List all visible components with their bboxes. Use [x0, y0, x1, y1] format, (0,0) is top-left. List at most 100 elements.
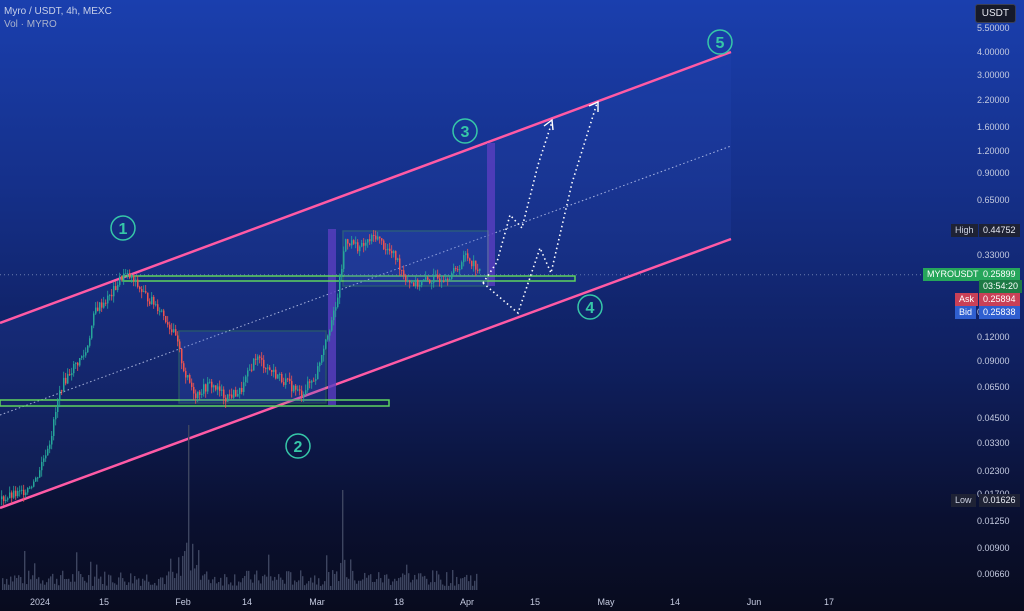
candle-body: [37, 477, 39, 479]
volume-bar: [360, 580, 362, 590]
volume-bar: [118, 577, 120, 590]
candle-body: [425, 277, 427, 280]
candle-body: [433, 274, 435, 283]
x-tick-label: Apr: [460, 597, 474, 607]
wave-label-circle: [707, 29, 733, 55]
volume-bar: [280, 577, 282, 590]
candle-body: [455, 268, 457, 270]
candle-body: [77, 362, 79, 366]
volume-bar: [322, 584, 324, 590]
candle-body: [73, 364, 75, 374]
volume-bar: [162, 577, 164, 590]
candle-body: [469, 258, 471, 261]
volume-bar: [92, 585, 94, 590]
bid-value: 0.25838: [979, 306, 1020, 319]
candle-body: [93, 313, 95, 326]
volume-bar: [218, 581, 220, 590]
ask-label: Ask: [955, 293, 979, 306]
candle-body: [453, 268, 455, 274]
volume-bar: [64, 578, 66, 590]
volume-bar: [248, 570, 250, 590]
candle-body: [177, 335, 179, 342]
candle-body: [167, 322, 169, 325]
volume-bar: [188, 425, 190, 590]
volume-bar: [72, 574, 74, 590]
candle-body: [107, 295, 109, 304]
volume-bar: [78, 571, 80, 590]
volume-bar: [336, 571, 338, 590]
candle-body: [249, 369, 251, 371]
volume-bar: [314, 575, 316, 590]
channel-lower-line: [0, 237, 732, 510]
volume-bar: [316, 584, 318, 590]
candle-body: [7, 498, 9, 500]
candle-body: [279, 374, 281, 376]
candle-body: [283, 382, 285, 385]
candle-body: [143, 291, 145, 293]
y-tick-label: 0.01250: [977, 516, 1010, 526]
volume-bar: [302, 576, 304, 590]
volume-bar: [160, 577, 162, 590]
candle-body: [173, 329, 175, 333]
volume-bar: [4, 584, 6, 590]
candle-body: [69, 374, 71, 376]
volume-bar: [140, 585, 142, 590]
candle-body: [163, 310, 165, 317]
volume-bar: [420, 573, 422, 590]
candle-body: [401, 269, 403, 271]
x-tick-label: 15: [530, 597, 540, 607]
volume-bar: [194, 568, 196, 590]
candle-body: [251, 369, 253, 371]
candle-body: [329, 330, 331, 336]
currency-button[interactable]: USDT: [974, 4, 1016, 23]
candle-body: [123, 273, 125, 280]
volume-bar: [232, 585, 234, 590]
volume-bar: [60, 575, 62, 590]
volume-bar: [224, 574, 226, 590]
y-tick-label: 0.00660: [977, 569, 1010, 579]
candle-body: [337, 297, 339, 308]
volume-bar: [426, 578, 428, 590]
volume-bar: [96, 564, 98, 590]
candle-body: [417, 279, 419, 287]
candle-body: [257, 356, 259, 360]
volume-bar: [372, 581, 374, 590]
candle-body: [245, 376, 247, 383]
candle-body: [231, 394, 233, 398]
candle-body: [367, 239, 369, 243]
volume-bar: [304, 585, 306, 590]
candle-body: [221, 389, 223, 391]
volume-bar: [6, 578, 8, 590]
volume-bar: [28, 570, 30, 590]
low-label: Low: [951, 494, 976, 507]
volume-bar: [212, 579, 214, 590]
volume-bar: [114, 583, 116, 590]
candle-body: [315, 379, 317, 381]
candle-body: [435, 274, 437, 276]
volume-bar: [74, 581, 76, 590]
candle-body: [365, 242, 367, 246]
candle-body: [443, 281, 445, 283]
candle-body: [441, 281, 443, 283]
volume-bar: [122, 578, 124, 590]
volume-bar: [402, 573, 404, 590]
volume-bar: [454, 585, 456, 590]
volume-bar: [378, 572, 380, 590]
candle-body: [239, 388, 241, 395]
volume-bar: [18, 575, 20, 590]
volume-bar: [90, 561, 92, 590]
volume-bar: [246, 570, 248, 590]
candle-body: [137, 279, 139, 287]
volume-bar: [108, 574, 110, 590]
candle-body: [151, 296, 153, 305]
candle-body: [53, 419, 55, 436]
volume-bar: [456, 576, 458, 590]
candle-body: [299, 389, 301, 391]
candle-body: [31, 486, 33, 488]
volume-bar: [50, 576, 52, 590]
candle-body: [159, 310, 161, 312]
candle-body: [345, 239, 347, 252]
volume-bar: [312, 582, 314, 590]
